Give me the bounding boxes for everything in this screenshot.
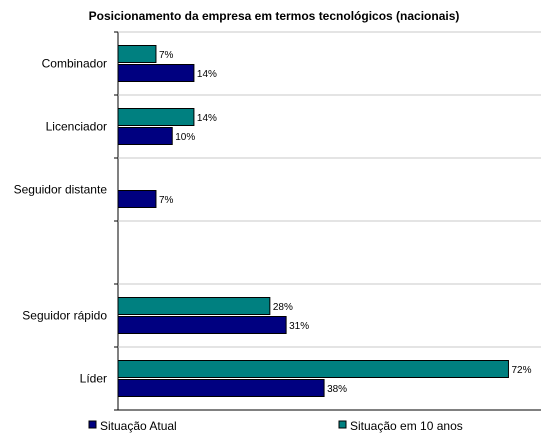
legend-swatch-situacao-atual (88, 420, 97, 429)
data-label-situacao-atual-combinador: 14% (197, 69, 217, 80)
bar-situacao-atual-licenciador (117, 127, 173, 145)
legend-label-situacao-atual: Situação Atual (100, 419, 177, 433)
legend: Situação Atual Situação em 10 anos (88, 419, 463, 433)
legend-swatch-situacao-10-anos (338, 420, 347, 429)
data-label-situacao-em-10-anos-licenciador: 14% (197, 113, 217, 124)
data-label-situacao-atual-licenciador: 10% (175, 132, 195, 143)
plot-area: Combinador Licenciador Seguidor distante Se… (14, 31, 541, 411)
bar-situacao-atual-seguidor-rapido (117, 316, 287, 334)
bar-situacao-atual-lider (117, 379, 325, 397)
bar-situacao-em-10-anos-combinador (117, 45, 157, 63)
data-label-situacao-atual-seguidor-rapido: 31% (289, 321, 309, 332)
bar-situacao-atual-seguidor-distante (117, 190, 157, 208)
bar-situacao-em-10-anos-lider (117, 360, 509, 378)
bar-situacao-atual-combinador (117, 64, 195, 82)
category-label-seguidor-rapido: Seguidor rápido (22, 309, 107, 323)
bar-situacao-em-10-anos-licenciador (117, 108, 195, 126)
data-label-situacao-atual-lider: 38% (327, 384, 347, 395)
legend-label-situacao-10-anos: Situação em 10 anos (350, 419, 463, 433)
category-label-lider: Líder (80, 372, 107, 386)
data-label-situacao-atual-seguidor-distante: 7% (159, 195, 174, 206)
chart-title: Posicionamento da empresa em termos tecn… (89, 9, 460, 23)
category-label-seguidor-distante: Seguidor distante (14, 183, 108, 197)
category-label-licenciador: Licenciador (46, 120, 107, 134)
category-label-combinador: Combinador (42, 57, 107, 71)
data-label-situacao-em-10-anos-combinador: 7% (159, 50, 174, 61)
bar-situacao-em-10-anos-seguidor-rapido (117, 297, 271, 315)
data-label-situacao-em-10-anos-lider: 72% (511, 365, 531, 376)
data-label-situacao-em-10-anos-seguidor-rapido: 28% (273, 302, 293, 313)
